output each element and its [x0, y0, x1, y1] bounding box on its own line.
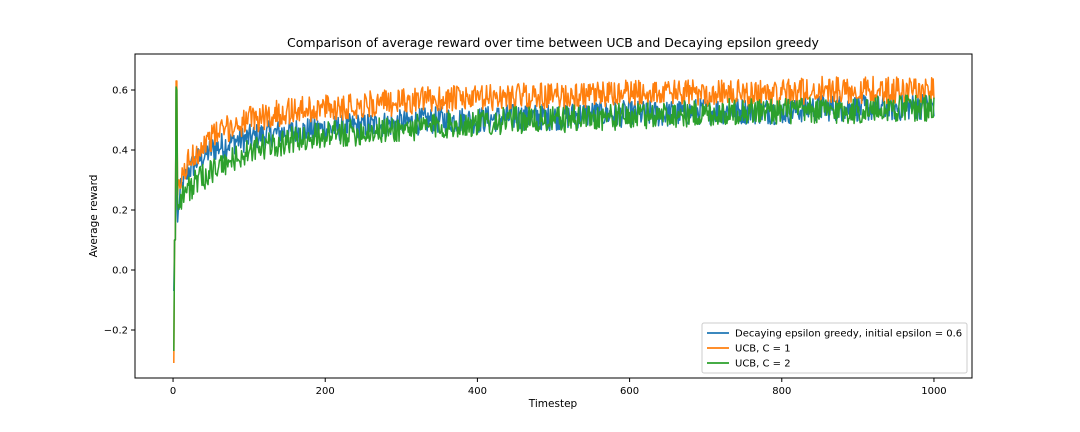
legend: Decaying epsilon greedy, initial epsilon… [701, 322, 968, 374]
series-line-3 [173, 86, 935, 352]
legend-box [701, 322, 968, 374]
x-tick-label: 800 [772, 386, 791, 397]
legend-label-3: UCB, C = 2 [735, 359, 791, 370]
x-axis: 0 200 400 600 800 1000 [170, 378, 947, 397]
y-tick-label: −0.2 [104, 326, 128, 337]
legend-label-1: Decaying epsilon greedy, initial epsilon… [735, 329, 962, 340]
y-tick-label: 0.6 [112, 86, 128, 97]
y-tick-label: 0.2 [112, 206, 128, 217]
x-tick-label: 200 [316, 386, 335, 397]
x-tick-label: 1000 [921, 386, 946, 397]
y-axis: −0.2 0.0 0.2 0.4 0.6 [104, 86, 135, 337]
plot-lines [173, 75, 935, 364]
y-tick-label: 0.0 [112, 266, 128, 277]
x-tick-label: 0 [170, 386, 176, 397]
y-axis-label: Average reward [88, 175, 100, 258]
x-tick-label: 600 [620, 386, 639, 397]
x-tick-label: 400 [468, 386, 487, 397]
x-axis-label: Timestep [528, 398, 578, 410]
y-tick-label: 0.4 [112, 146, 128, 157]
series-line-2 [173, 75, 935, 364]
plot-frame [134, 53, 973, 379]
legend-label-2: UCB, C = 1 [735, 344, 791, 355]
chart-title: Comparison of average reward over time b… [287, 35, 820, 50]
